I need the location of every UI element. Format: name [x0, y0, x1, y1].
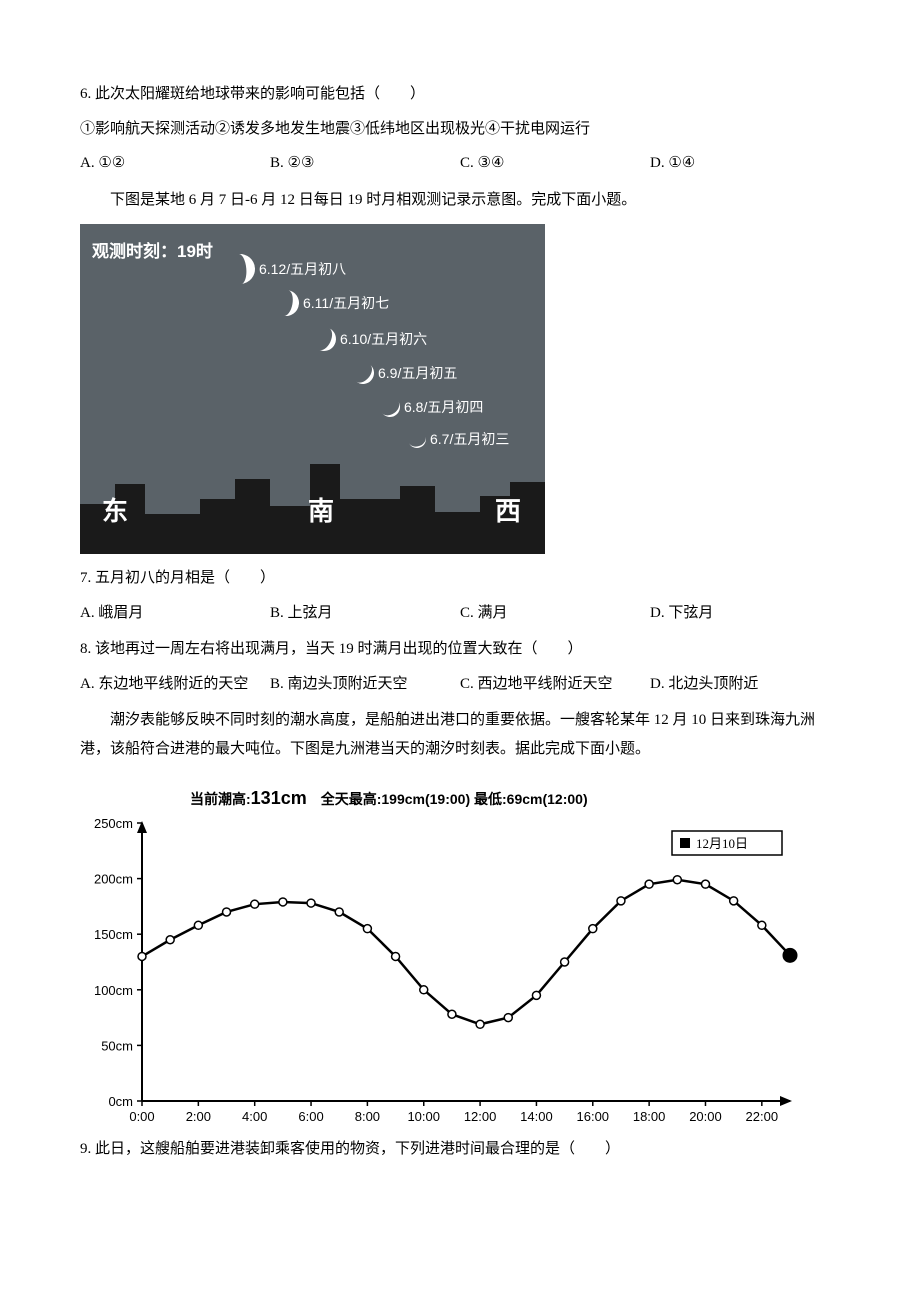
q7-options: A. 峨眉月 B. 上弦月 C. 满月 D. 下弦月	[80, 599, 840, 628]
q6-opt-c: C. ③④	[460, 149, 650, 178]
moon-entry-label: 6.10/五月初六	[340, 326, 427, 353]
tide-chart-title: 当前潮高:131cm 全天最高:199cm(19:00) 最低:69cm(12:…	[80, 781, 840, 815]
svg-text:0:00: 0:00	[129, 1109, 154, 1124]
observation-time-label: 观测时刻：19时	[92, 236, 213, 268]
q6-subtext: ①影响航天探测活动②诱发多地发生地震③低纬地区出现极光④干扰电网运行	[80, 115, 840, 144]
moon-entry-0: 6.12/五月初八	[225, 254, 346, 284]
svg-text:6:00: 6:00	[298, 1109, 323, 1124]
svg-text:0cm: 0cm	[108, 1094, 133, 1109]
moon-phase-figure: 观测时刻：19时 东 南 西 6.12/五月初八 6.11/五月初七 6.10/五月…	[80, 224, 840, 554]
svg-text:200cm: 200cm	[94, 872, 133, 887]
moon-entry-label: 6.9/五月初五	[378, 360, 457, 387]
intro-moon: 下图是某地 6 月 7 日-6 月 12 日每日 19 时月相观测记录示意图。完…	[80, 186, 840, 215]
svg-text:2:00: 2:00	[186, 1109, 211, 1124]
svg-text:14:00: 14:00	[520, 1109, 553, 1124]
q9-text: 9. 此日，这艘船舶要进港装卸乘客使用的物资，下列进港时间最合理的是（ ）	[80, 1135, 840, 1164]
svg-text:12:00: 12:00	[464, 1109, 497, 1124]
svg-text:20:00: 20:00	[689, 1109, 722, 1124]
q6-text: 6. 此次太阳耀斑给地球带来的影响可能包括（ ）	[80, 80, 840, 109]
direction-west: 西	[495, 487, 521, 536]
q6-opt-b: B. ②③	[270, 149, 460, 178]
q8-opt-a: A. 东边地平线附近的天空	[80, 670, 270, 699]
moon-entry-1: 6.11/五月初七	[273, 290, 389, 317]
svg-text:8:00: 8:00	[355, 1109, 380, 1124]
svg-text:12月10日: 12月10日	[696, 836, 748, 851]
svg-text:50cm: 50cm	[101, 1039, 133, 1054]
tide-curr-label: 当前潮高:	[190, 791, 251, 807]
tide-high-low: 全天最高:199cm(19:00) 最低:69cm(12:00)	[307, 791, 588, 807]
tide-chart: 0cm 50cm 100cm 150cm 200cm 250cm 0:00 2:00 4:00 6…	[80, 817, 800, 1127]
svg-text:250cm: 250cm	[94, 817, 133, 831]
tide-curr-value: 131cm	[251, 788, 307, 808]
moon-entry-2: 6.10/五月初六	[312, 326, 427, 353]
q7-opt-c: C. 满月	[460, 599, 650, 628]
q8-opt-c: C. 西边地平线附近天空	[460, 670, 650, 699]
moon-entry-label: 6.11/五月初七	[303, 290, 389, 317]
svg-text:16:00: 16:00	[577, 1109, 610, 1124]
intro-tide: 潮汐表能够反映不同时刻的潮水高度，是船舶进出港口的重要依据。一艘客轮某年 12 …	[80, 706, 840, 763]
q6-options: A. ①② B. ②③ C. ③④ D. ①④	[80, 149, 840, 178]
svg-text:150cm: 150cm	[94, 927, 133, 942]
moon-entry-4: 6.8/五月初四	[380, 394, 483, 421]
moon-entry-label: 6.8/五月初四	[404, 394, 483, 421]
svg-text:100cm: 100cm	[94, 983, 133, 998]
q8-text: 8. 该地再过一周左右将出现满月，当天 19 时满月出现的位置大致在（ ）	[80, 635, 840, 664]
moon-entry-5: 6.7/五月初三	[408, 426, 509, 453]
q7-text: 7. 五月初八的月相是（ ）	[80, 564, 840, 593]
svg-text:22:00: 22:00	[746, 1109, 779, 1124]
moon-entry-label: 6.7/五月初三	[430, 426, 509, 453]
q7-opt-d: D. 下弦月	[650, 599, 840, 628]
svg-text:4:00: 4:00	[242, 1109, 267, 1124]
q6-opt-a: A. ①②	[80, 149, 270, 178]
q6-opt-d: D. ①④	[650, 149, 840, 178]
svg-text:18:00: 18:00	[633, 1109, 666, 1124]
moon-entry-label: 6.12/五月初八	[259, 256, 346, 283]
direction-south: 南	[308, 487, 334, 536]
svg-text:10:00: 10:00	[407, 1109, 440, 1124]
moon-entry-3: 6.9/五月初五	[352, 360, 457, 387]
q7-opt-b: B. 上弦月	[270, 599, 460, 628]
q8-opt-d: D. 北边头顶附近	[650, 670, 840, 699]
q8-opt-b: B. 南边头顶附近天空	[270, 670, 460, 699]
q8-options: A. 东边地平线附近的天空 B. 南边头顶附近天空 C. 西边地平线附近天空 D…	[80, 670, 840, 699]
direction-east: 东	[102, 487, 128, 536]
q7-opt-a: A. 峨眉月	[80, 599, 270, 628]
